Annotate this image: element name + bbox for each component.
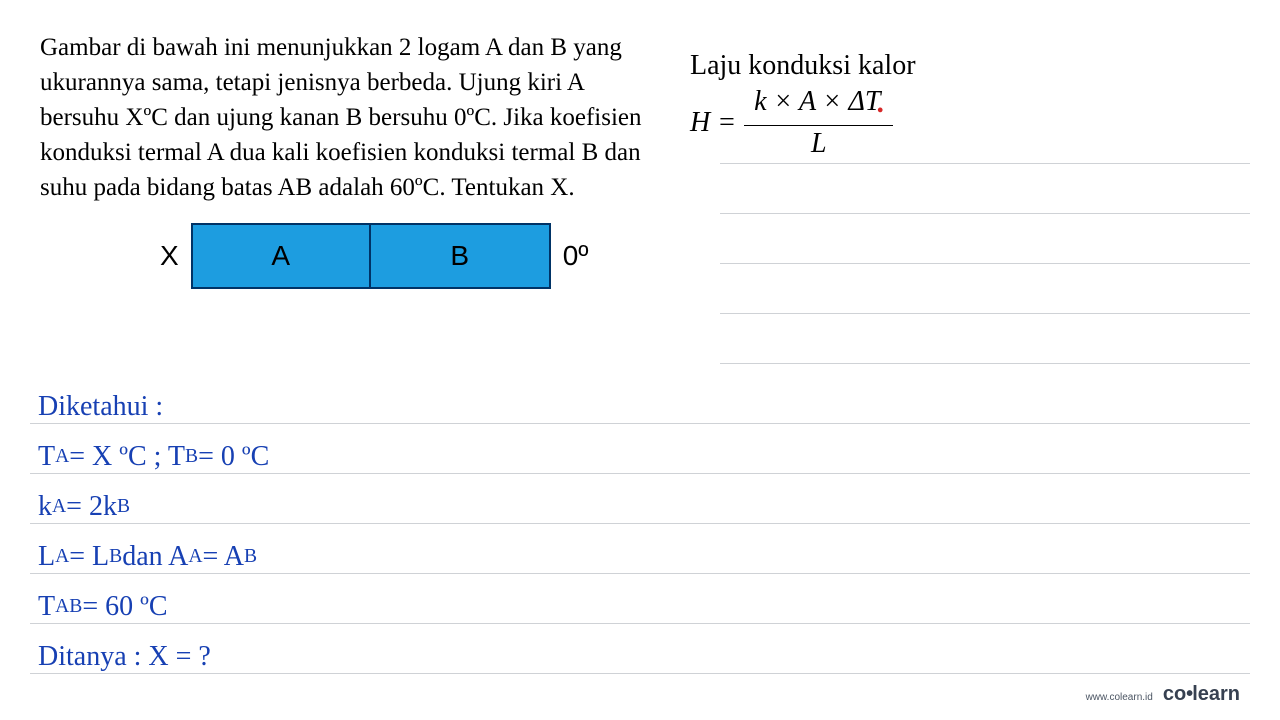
work-line: TA = X ºC ; TB = 0 ºC bbox=[38, 432, 269, 482]
work-line: LA = LB dan AA = AB bbox=[38, 532, 269, 582]
metal-b: B bbox=[371, 225, 549, 287]
brand-url: www.colearn.id bbox=[1086, 692, 1153, 703]
ruled-lines-right bbox=[720, 114, 1250, 364]
diagram-left-label: X bbox=[160, 240, 179, 272]
brand-name: co•learn bbox=[1163, 683, 1240, 706]
formula-title: Laju konduksi kalor bbox=[690, 50, 1240, 82]
work-line: TAB = 60 ºC bbox=[38, 582, 269, 632]
brand-logo: www.colearn.id co•learn bbox=[1086, 683, 1240, 706]
metal-box: A B bbox=[191, 223, 551, 289]
handwritten-work: Diketahui : TA = X ºC ; TB = 0 ºC kA = 2… bbox=[38, 382, 269, 682]
work-line: Ditanya : X = ? bbox=[38, 632, 269, 682]
metal-a: A bbox=[193, 225, 371, 287]
diagram-right-label: 0º bbox=[563, 240, 589, 272]
metals-diagram: X A B 0º bbox=[160, 223, 660, 289]
problem-text: Gambar di bawah ini menunjukkan 2 logam … bbox=[40, 30, 660, 205]
work-line: kA = 2kB bbox=[38, 482, 269, 532]
work-line: Diketahui : bbox=[38, 382, 269, 432]
